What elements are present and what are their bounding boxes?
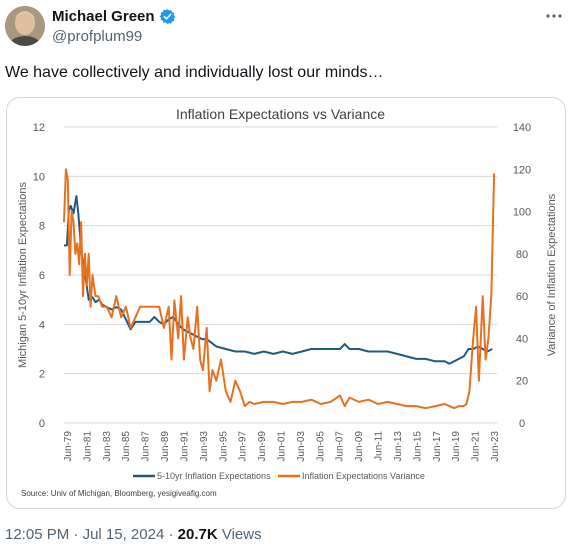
x-tick-label: Jun-87	[141, 431, 152, 462]
y-left-tick-label: 4	[39, 319, 45, 331]
x-tick-label: Jun-15	[412, 431, 423, 462]
x-tick-label: Jun-11	[374, 431, 385, 461]
x-tick-label: Jun-85	[121, 431, 132, 462]
x-tick-label: Jun-23	[490, 431, 501, 462]
x-tick-label: Jun-19	[451, 431, 462, 462]
y-right-axis-label: Variance of Inflation Expectations	[546, 193, 558, 356]
x-tick-label: Jun-99	[257, 431, 268, 462]
y-left-tick-label: 0	[39, 418, 45, 430]
tweet-time[interactable]: 12:05 PM	[5, 526, 70, 543]
x-tick-label: Jun-09	[354, 431, 365, 462]
inflation-chart: Inflation Expectations vs Variance 0 2 4 6 8 1…	[17, 106, 558, 498]
chart-source: Source: Univ of Michigan, Bloomberg, yes…	[21, 489, 217, 498]
verified-badge-icon	[159, 8, 176, 25]
author-block: Michael Green @profplum99	[52, 8, 176, 45]
x-tick-label: Jun-01	[277, 431, 288, 462]
more-options-icon[interactable]	[545, 7, 563, 30]
chart-title: Inflation Expectations vs Variance	[176, 106, 385, 122]
x-tick-label: Jun-89	[160, 431, 171, 462]
meta-separator: ·	[69, 526, 83, 543]
author-handle[interactable]: @profplum99	[52, 28, 143, 45]
x-tick-label: Jun-17	[432, 431, 443, 462]
y-left-tick-label: 8	[39, 221, 45, 233]
views-count: 20.7K	[177, 526, 218, 543]
x-tick-label: Jun-07	[335, 431, 346, 462]
x-tick-label: Jun-91	[179, 431, 190, 462]
y-right-tick-label: 60	[516, 291, 528, 303]
y-right-tick-label: 100	[513, 207, 531, 219]
y-left-axis-label: Michigan 5-10yr Inflation Expectations	[17, 182, 29, 368]
y-right-tick-label: 0	[519, 418, 525, 430]
expectations-series-line	[64, 195, 493, 365]
x-tick-label: Jun-79	[63, 431, 74, 462]
tweet-text: We have collectively and individually lo…	[5, 64, 384, 81]
y-right-tick-label: 140	[513, 122, 531, 134]
y-left-tick-label: 12	[33, 122, 45, 134]
x-tick-label: Jun-21	[471, 431, 482, 462]
x-tick-label: Jun-81	[82, 431, 93, 462]
x-tick-label: Jun-03	[296, 431, 307, 462]
chart-card[interactable]: Inflation Expectations vs Variance 0 2 4 6 8 1…	[6, 97, 566, 509]
y-right-tick-label: 120	[513, 164, 531, 176]
meta-separator: ·	[164, 526, 178, 543]
author-name[interactable]: Michael Green	[52, 8, 155, 25]
x-tick-label: Jun-93	[199, 431, 210, 462]
variance-series-line	[63, 168, 496, 410]
y-left-tick-label: 6	[39, 270, 45, 282]
y-left-tick-label: 10	[33, 171, 45, 183]
x-tick-label: Jun-97	[238, 431, 249, 462]
views-label: Views	[217, 526, 262, 543]
y-right-tick-label: 80	[516, 249, 528, 261]
avatar[interactable]	[5, 6, 45, 46]
x-tick-label: Jun-13	[393, 431, 404, 462]
avatar-photo	[5, 6, 45, 46]
y-left-tick-label: 2	[39, 369, 45, 381]
y-right-tick-label: 40	[516, 333, 528, 345]
legend-label: 5-10yr Inflation Expectations	[157, 471, 271, 481]
legend-label: Inflation Expectations Variance	[302, 471, 425, 481]
x-tick-label: Jun-95	[218, 431, 229, 462]
x-tick-label: Jun-83	[102, 431, 113, 462]
tweet-meta: 12:05 PM · Jul 15, 2024 · 20.7K Views	[5, 526, 262, 543]
x-tick-label: Jun-05	[315, 431, 326, 462]
tweet-date[interactable]: Jul 15, 2024	[82, 526, 165, 543]
y-right-tick-label: 20	[516, 376, 528, 388]
